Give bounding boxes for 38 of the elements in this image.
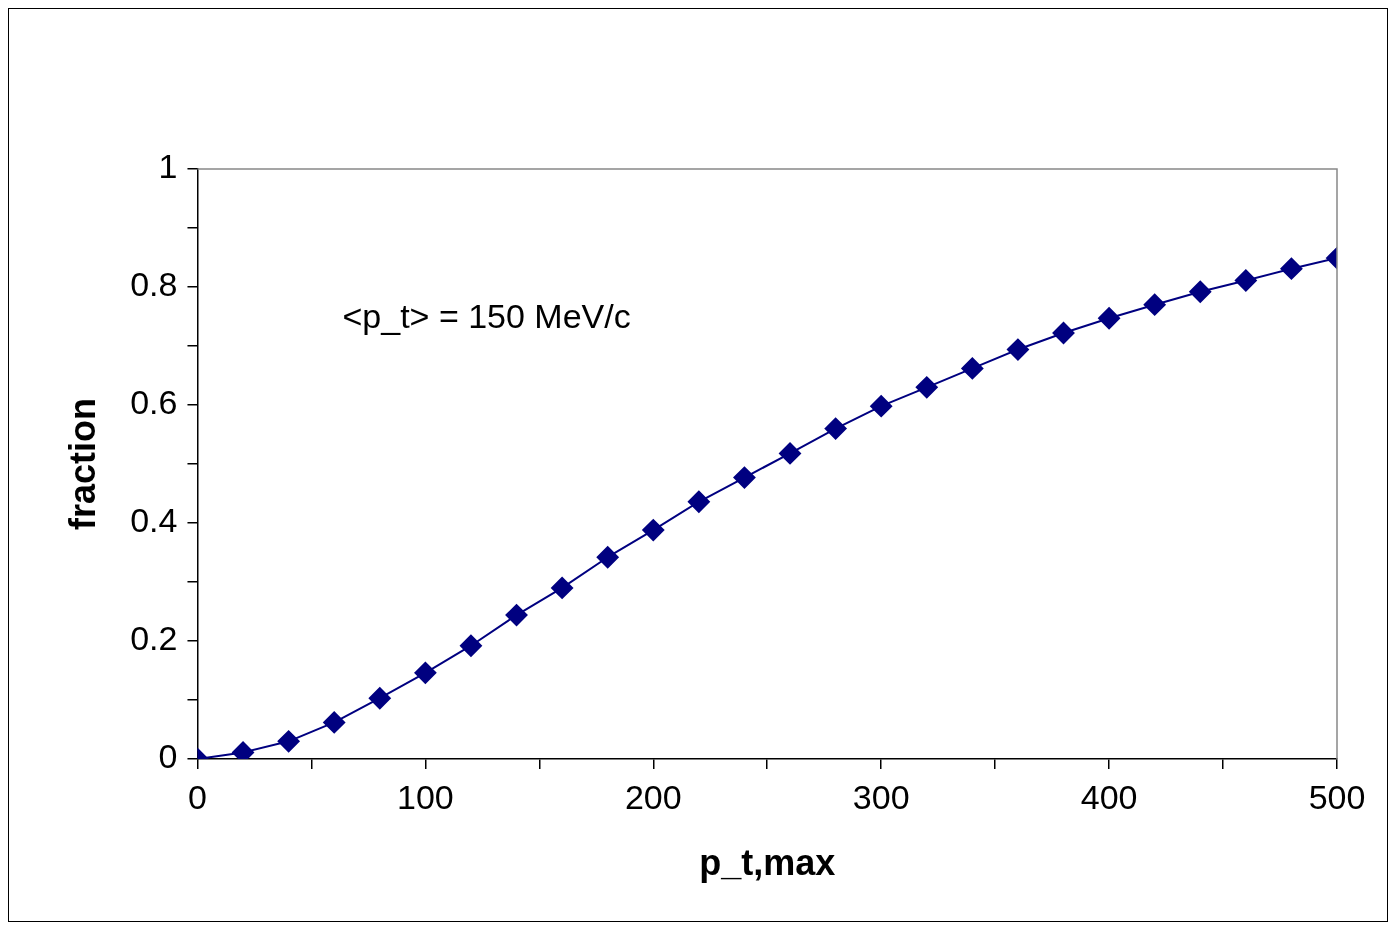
point	[505, 604, 528, 627]
point	[459, 634, 482, 657]
point	[1280, 257, 1303, 280]
point	[1006, 338, 1029, 361]
point	[824, 417, 847, 440]
y-tick-label: 0.6	[130, 383, 178, 422]
point	[1052, 322, 1075, 345]
y-tick-label: 0.8	[130, 265, 178, 304]
point	[414, 661, 437, 684]
point	[733, 466, 756, 489]
y-axis-title: fraction	[61, 397, 103, 531]
point	[915, 376, 938, 399]
point	[277, 730, 300, 753]
point	[961, 357, 984, 380]
point	[1098, 307, 1121, 330]
point	[1143, 293, 1166, 316]
x-tick-label: 400	[1080, 777, 1138, 816]
point	[642, 519, 665, 542]
x-axis-title: p_t,max	[699, 842, 836, 884]
x-tick-label: 0	[188, 777, 207, 816]
x-tick-label: 100	[397, 777, 454, 816]
x-tick-label: 300	[852, 777, 910, 816]
x-tick-label: 200	[624, 777, 682, 816]
y-tick-label: 0.2	[130, 619, 178, 658]
point	[1234, 269, 1257, 292]
point	[596, 546, 619, 569]
point	[551, 576, 574, 599]
y-tick-label: 1	[158, 147, 178, 186]
y-tick-label: 0	[158, 737, 178, 776]
x-tick-label: 500	[1308, 777, 1366, 816]
annotation: <p_t> = 150 MeV/c	[342, 297, 631, 336]
point	[779, 442, 802, 465]
point	[687, 490, 710, 513]
point	[323, 711, 346, 734]
point	[368, 687, 391, 710]
point	[870, 395, 893, 418]
point	[1189, 280, 1212, 303]
y-tick-label: 0.4	[130, 501, 178, 540]
